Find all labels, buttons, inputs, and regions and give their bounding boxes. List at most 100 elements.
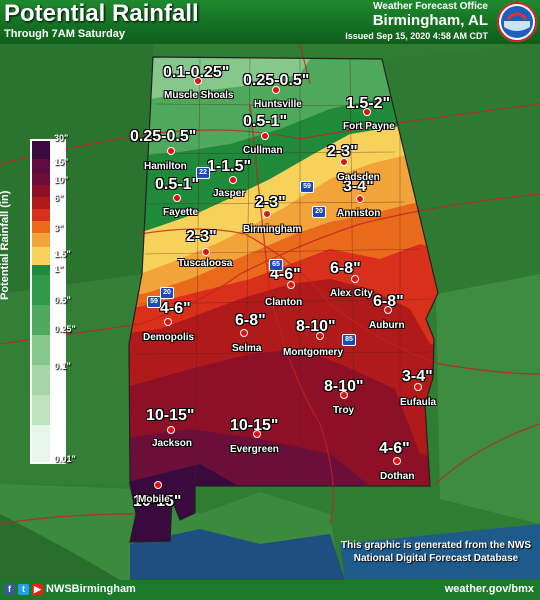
city-marker bbox=[384, 306, 392, 314]
social-links[interactable]: f t ▶ NWSBirmingham bbox=[4, 583, 136, 595]
city-marker bbox=[263, 210, 271, 218]
rainfall-range-label: 1-1.5" bbox=[207, 158, 252, 175]
city-marker bbox=[272, 86, 280, 94]
rainfall-map bbox=[0, 44, 540, 580]
city-label: Birmingham bbox=[243, 224, 302, 235]
rainfall-range-label: 2-3" bbox=[186, 228, 217, 245]
city-label: Anniston bbox=[337, 208, 381, 219]
city-marker bbox=[316, 332, 324, 340]
city-marker bbox=[194, 77, 202, 85]
city-marker bbox=[356, 195, 364, 203]
rainfall-range-label: 10-15" bbox=[146, 407, 195, 424]
city-marker bbox=[253, 430, 261, 438]
city-marker bbox=[393, 457, 401, 465]
legend-tick-label: 3" bbox=[54, 223, 64, 233]
state-border bbox=[128, 56, 439, 543]
rainfall-range-label: 0.5-1" bbox=[155, 176, 200, 193]
city-label: Dothan bbox=[380, 471, 415, 482]
page-title: Potential Rainfall bbox=[4, 0, 199, 27]
city-marker bbox=[229, 176, 237, 184]
nws-logo-icon bbox=[497, 2, 537, 42]
city-marker bbox=[414, 383, 422, 391]
rainfall-range-label: 0.5-1" bbox=[243, 113, 288, 130]
city-marker bbox=[351, 275, 359, 283]
rainfall-range-label: 10-15" bbox=[133, 493, 182, 510]
office-name: Weather Forecast Office bbox=[373, 1, 488, 12]
city-label: Cullman bbox=[243, 145, 283, 156]
interstate-shield-icon: 85 bbox=[342, 334, 356, 346]
twitter-icon[interactable]: t bbox=[18, 583, 29, 595]
city-label: Gadsden bbox=[337, 172, 380, 183]
interstate-shield-icon: 20 bbox=[312, 206, 326, 218]
legend-tick-label: 0.5" bbox=[54, 295, 71, 305]
city-label: Fayette bbox=[163, 207, 199, 218]
city-label: Hamilton bbox=[144, 161, 187, 172]
rainfall-range-label: 0.1-0.25" bbox=[163, 64, 230, 81]
data-source-note: This graphic is generated from the NWS N… bbox=[340, 540, 532, 564]
legend-tick-label: 0.01" bbox=[54, 454, 76, 464]
legend-colorbar bbox=[30, 139, 66, 464]
legend-tick-label: 6" bbox=[54, 193, 64, 203]
city-marker bbox=[287, 281, 295, 289]
city-label: Selma bbox=[232, 343, 262, 354]
office-city: Birmingham, AL bbox=[372, 12, 488, 29]
rainfall-range-label: 10-15" bbox=[230, 417, 279, 434]
city-label: Jackson bbox=[152, 438, 193, 449]
interstate-shield-icon: 59 bbox=[300, 181, 314, 193]
legend-tick-label: 15" bbox=[54, 157, 69, 167]
city-label: Huntsville bbox=[254, 99, 302, 110]
rainfall-range-label: 3-4" bbox=[343, 178, 374, 195]
city-label: Mobile bbox=[138, 494, 170, 505]
city-marker bbox=[167, 426, 175, 434]
city-label: Eufaula bbox=[400, 397, 437, 408]
rainfall-range-label: 2-3" bbox=[327, 143, 358, 160]
city-label: Alex City bbox=[330, 288, 373, 299]
highways bbox=[0, 44, 540, 525]
rainfall-range-label: 4-6" bbox=[379, 440, 410, 457]
rainfall-range-label: 6-8" bbox=[235, 312, 266, 329]
legend-tick-label: 1" bbox=[54, 264, 64, 274]
rainfall-range-label: 3-4" bbox=[402, 368, 433, 385]
youtube-icon[interactable]: ▶ bbox=[32, 583, 43, 595]
city-label: Evergreen bbox=[230, 444, 279, 455]
rainfall-range-label: 0.25-0.5" bbox=[130, 128, 197, 145]
rainfall-range-label: 2-3" bbox=[255, 194, 286, 211]
legend-tick-label: 0.25" bbox=[54, 324, 76, 334]
city-marker bbox=[261, 132, 269, 140]
city-label: Montgomery bbox=[283, 347, 343, 358]
city-label: Troy bbox=[333, 405, 355, 416]
city-label: Muscle Shoals bbox=[164, 90, 234, 101]
interstate-shield-icon: 20 bbox=[160, 287, 174, 299]
footer-bar: f t ▶ NWSBirmingham weather.gov/bmx bbox=[0, 580, 540, 600]
website-link[interactable]: weather.gov/bmx bbox=[444, 583, 534, 595]
city-label: Fort Payne bbox=[343, 121, 395, 132]
rainfall-range-label: 8-10" bbox=[296, 318, 336, 335]
city-marker bbox=[340, 391, 348, 399]
rainfall-range-label: 0.25-0.5" bbox=[243, 72, 310, 89]
city-marker bbox=[240, 329, 248, 337]
city-label: Jasper bbox=[213, 188, 246, 199]
header-bar: Potential Rainfall Through 7AM Saturday … bbox=[0, 0, 540, 46]
city-label: Clanton bbox=[265, 297, 303, 308]
legend-tick-label: 30" bbox=[54, 133, 69, 143]
legend-tick-label: 10" bbox=[54, 175, 69, 185]
city-marker bbox=[173, 194, 181, 202]
valid-period: Through 7AM Saturday bbox=[4, 28, 126, 40]
facebook-icon[interactable]: f bbox=[4, 583, 15, 595]
rainfall-range-label: 6-8" bbox=[330, 260, 361, 277]
legend-tick-label: 1.5" bbox=[54, 249, 71, 259]
legend-tick-label: 0.1" bbox=[54, 361, 71, 371]
rainfall-range-label: 6-8" bbox=[373, 293, 404, 310]
interstate-shield-icon: 65 bbox=[269, 259, 283, 271]
city-label: Demopolis bbox=[143, 332, 195, 343]
city-marker bbox=[340, 158, 348, 166]
city-label: Tuscaloosa bbox=[178, 258, 233, 269]
interstate-shield-icon: 59 bbox=[147, 296, 161, 308]
legend-title: Potential Rainfall (in) bbox=[0, 190, 11, 300]
rainfall-range-label: 4-6" bbox=[160, 300, 191, 317]
city-marker bbox=[202, 248, 210, 256]
interstate-shield-icon: 22 bbox=[196, 167, 210, 179]
city-marker bbox=[164, 318, 172, 326]
social-handle[interactable]: NWSBirmingham bbox=[46, 583, 136, 595]
